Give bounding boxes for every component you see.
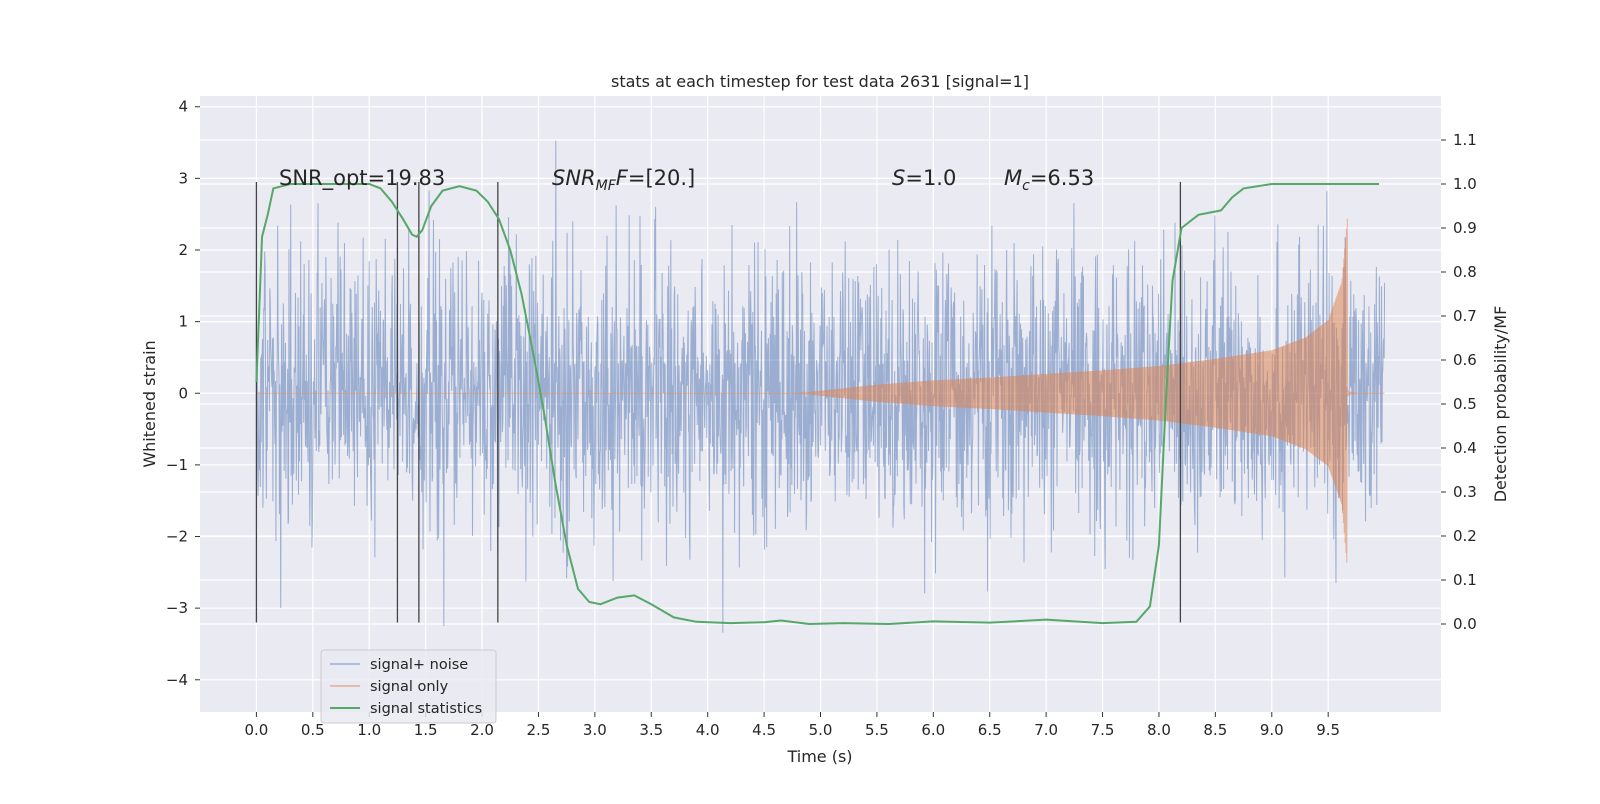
y-tick-label-right: 1.0 bbox=[1453, 175, 1477, 193]
x-axis-label: Time (s) bbox=[786, 747, 852, 766]
y-tick-label-right: 0.9 bbox=[1453, 219, 1477, 237]
x-axis-ticks: 0.0 0.5 1.0 1.5 2.0 2.5 3.0 3.5 4.0 4.5 5.0 5.5 6.0 6… bbox=[244, 712, 1340, 739]
y-tick-label-right: 1.1 bbox=[1453, 131, 1477, 149]
annotation-snr-mf-base: SNR bbox=[552, 166, 596, 190]
x-tick-label: 8.5 bbox=[1203, 721, 1227, 739]
legend-label-signal-statistics: signal statistics bbox=[370, 701, 482, 717]
annotation-mc-base: M bbox=[1004, 166, 1022, 190]
y-tick-label-left: −4 bbox=[166, 671, 188, 689]
x-tick-label: 3.5 bbox=[639, 721, 663, 739]
annotation-s: S=1.0 bbox=[892, 166, 956, 190]
y-tick-label-right: 0.4 bbox=[1453, 439, 1477, 457]
x-tick-label: 2.0 bbox=[470, 721, 494, 739]
chart-title: stats at each timestep for test data 263… bbox=[611, 72, 1029, 91]
x-tick-label: 5.5 bbox=[865, 721, 889, 739]
annotation-snr-mf: SNRMFF=[20.] bbox=[552, 166, 695, 194]
legend-label-signal-noise: signal+ noise bbox=[370, 657, 468, 673]
x-tick-label: 1.0 bbox=[357, 721, 381, 739]
annotation-snr-mf-f: F bbox=[616, 166, 629, 190]
x-tick-label: 8.0 bbox=[1147, 721, 1171, 739]
x-tick-label: 6.5 bbox=[978, 721, 1002, 739]
x-tick-label: 4.0 bbox=[696, 721, 720, 739]
y-axis-left-label: Whitened strain bbox=[140, 340, 159, 467]
x-tick-label: 7.5 bbox=[1091, 721, 1115, 739]
x-tick-label: 1.5 bbox=[414, 721, 438, 739]
x-tick-label: 7.0 bbox=[1034, 721, 1058, 739]
vertical-markers bbox=[255, 181, 1182, 623]
y-tick-label-left: 1 bbox=[178, 313, 188, 331]
annotation-snr-mf-value: =[20.] bbox=[628, 166, 695, 190]
y-tick-label-left: 0 bbox=[178, 384, 188, 402]
annotation-mc: Mc=6.53 bbox=[1004, 166, 1094, 194]
x-tick-label: 0.0 bbox=[244, 721, 268, 739]
y-tick-label-left: 2 bbox=[178, 241, 188, 259]
x-tick-label: 3.0 bbox=[583, 721, 607, 739]
annotation-s-base: S bbox=[892, 166, 905, 190]
annotation-s-value: =1.0 bbox=[905, 166, 956, 190]
x-tick-label: 9.0 bbox=[1260, 721, 1284, 739]
legend-frame bbox=[320, 649, 497, 724]
y-tick-label-right: 0.6 bbox=[1453, 351, 1477, 369]
x-tick-label: 2.5 bbox=[527, 721, 551, 739]
y-tick-label-right: 0.7 bbox=[1453, 307, 1477, 325]
y-tick-label-right: 0.3 bbox=[1453, 483, 1477, 501]
legend-label-signal-only: signal only bbox=[370, 679, 449, 695]
x-tick-label: 0.5 bbox=[301, 721, 325, 739]
annotation-mc-sub: c bbox=[1022, 178, 1030, 194]
y-tick-label-right: 0.2 bbox=[1453, 527, 1477, 545]
y-tick-label-left: −2 bbox=[166, 528, 188, 546]
y-axis-right-ticks: 0.0 0.1 0.2 0.3 0.4 0.5 0.6 0.7 0.8 0.9 1.0 1.1 bbox=[1441, 131, 1477, 633]
x-tick-label: 4.5 bbox=[752, 721, 776, 739]
x-tick-label: 5.0 bbox=[809, 721, 833, 739]
legend: signal+ noise signal only signal statist… bbox=[320, 649, 497, 724]
y-tick-label-left: −1 bbox=[166, 456, 188, 474]
x-tick-label: 6.0 bbox=[921, 721, 945, 739]
y-axis-left-ticks: −4 −3 −2 −1 0 1 2 3 4 bbox=[166, 98, 200, 689]
y-tick-label-right: 0.5 bbox=[1453, 395, 1477, 413]
series-signal-only bbox=[256, 218, 1385, 563]
x-tick-label: 9.5 bbox=[1316, 721, 1340, 739]
y-tick-label-right: 0.0 bbox=[1453, 615, 1477, 633]
y-tick-label-left: 3 bbox=[178, 169, 188, 187]
annotation-snr-mf-sub: MF bbox=[596, 178, 617, 194]
y-tick-label-left: 4 bbox=[178, 98, 188, 116]
y-tick-label-left: −3 bbox=[166, 599, 188, 617]
y-axis-right-label: Detection probability/MF bbox=[1491, 306, 1510, 503]
y-tick-label-right: 0.8 bbox=[1453, 263, 1477, 281]
y-tick-label-right: 0.1 bbox=[1453, 571, 1477, 589]
annotation-mc-value: =6.53 bbox=[1030, 166, 1094, 190]
series-signal-statistics bbox=[255, 183, 1379, 626]
annotation-snr-opt: SNR_opt=19.83 bbox=[279, 166, 445, 191]
